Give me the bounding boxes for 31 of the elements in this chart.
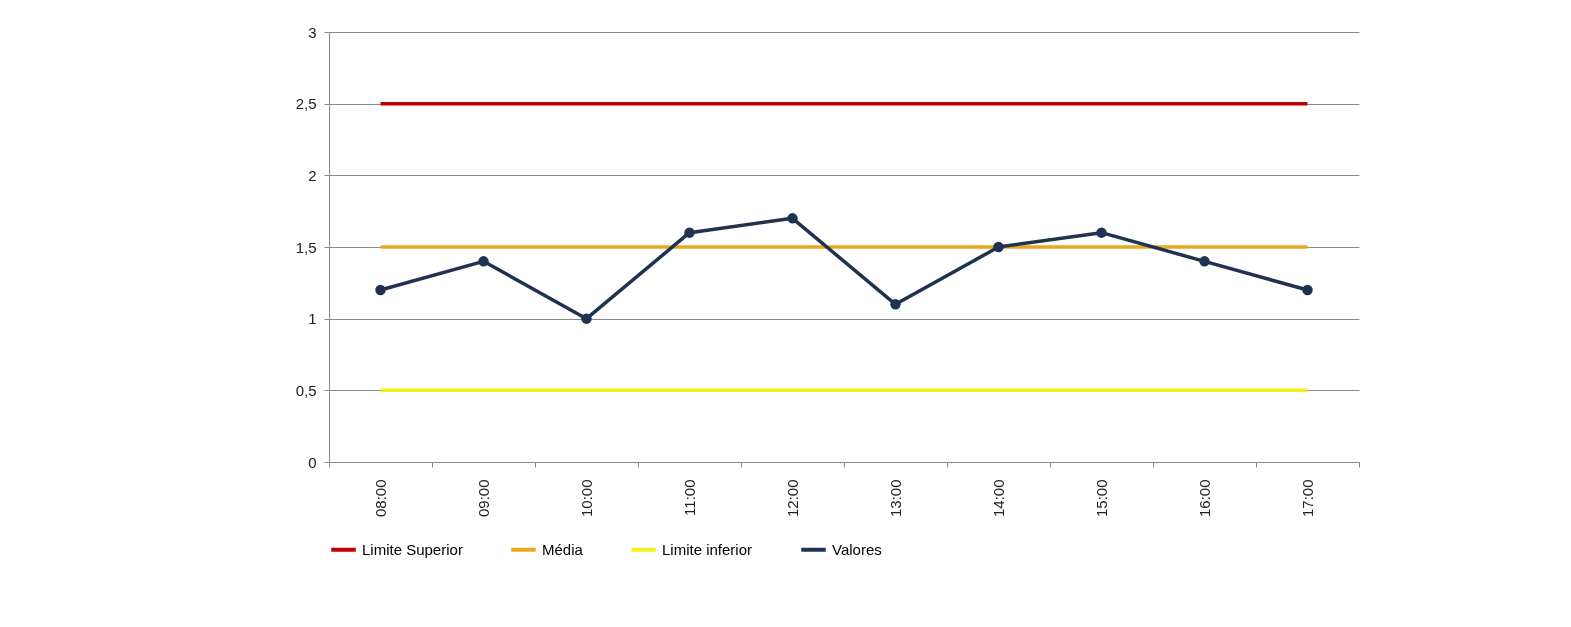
y-tick-label: 2 (308, 166, 317, 184)
y-tick-label: 1,5 (295, 238, 317, 256)
x-tick-label: 08:00 (372, 479, 389, 518)
point (684, 227, 695, 238)
point (478, 256, 489, 267)
legend-label: Limite Superior (362, 540, 463, 558)
x-tick-label: 13:00 (887, 479, 904, 518)
x-tick-label: 14:00 (990, 479, 1007, 518)
legend-label: Valores (832, 540, 882, 558)
x-tick-label: 10:00 (578, 479, 595, 518)
y-tick-label: 1 (308, 310, 317, 328)
y-tick-label: 2,5 (295, 95, 317, 113)
x-tick-label: 12:00 (784, 479, 801, 518)
y-tick-label: 0,5 (295, 381, 317, 399)
point (375, 284, 386, 296)
x-tick-label: 16:00 (1196, 479, 1213, 518)
point (1096, 227, 1107, 238)
x-tick-label: 09:00 (475, 479, 492, 518)
x-tick-label: 17:00 (1299, 479, 1316, 518)
y-tick-label: 0 (308, 453, 317, 471)
point (1199, 256, 1210, 267)
point (993, 241, 1004, 253)
point (890, 299, 901, 310)
y-tick-label: 3 (308, 23, 317, 41)
legend-label: Média (542, 540, 584, 558)
point (1302, 284, 1313, 296)
point (787, 213, 798, 224)
legend-label: Limite inferior (662, 540, 753, 558)
x-tick-label: 11:00 (681, 479, 698, 516)
point (581, 313, 592, 324)
x-tick-label: 15:00 (1093, 479, 1110, 518)
